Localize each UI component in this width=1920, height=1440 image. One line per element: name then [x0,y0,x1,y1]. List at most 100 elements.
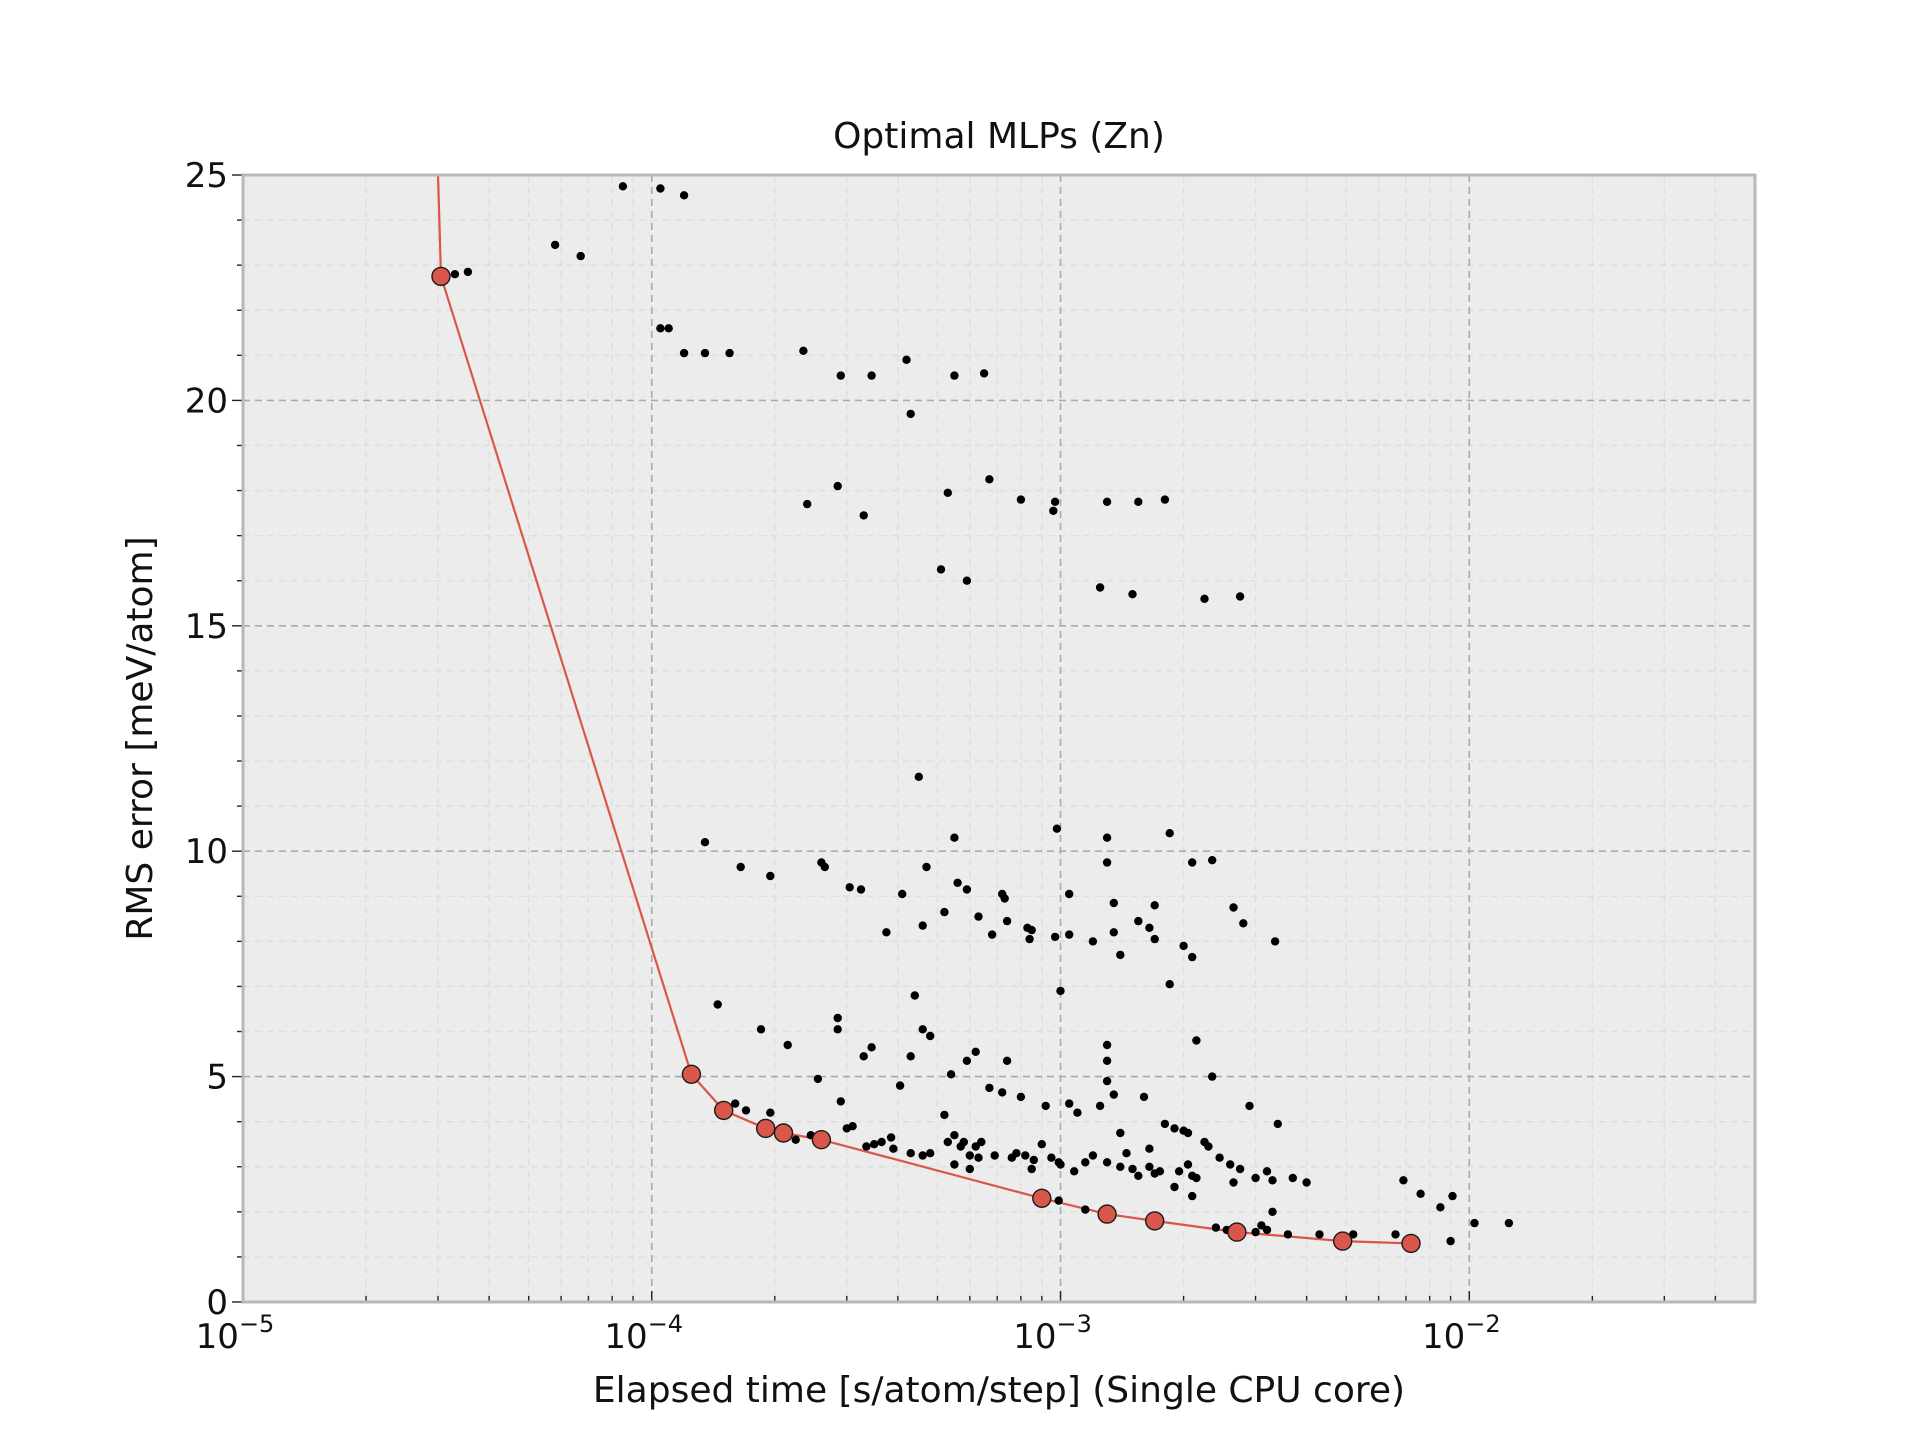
data-point [1155,1167,1165,1176]
data-point [1102,1158,1112,1167]
data-point [845,883,854,892]
data-point [1229,1178,1238,1187]
data-point [950,1160,959,1169]
data-point [1122,1149,1131,1158]
data-point [1174,1167,1184,1176]
data-point [1049,506,1058,515]
data-point [1262,1167,1272,1176]
data-point [1088,1151,1098,1160]
x-tick-labels: 10−5 10−4 10−3 10−2 [196,1310,1501,1357]
data-point [836,371,845,380]
data-point [1145,923,1154,932]
data-point [1081,1205,1090,1214]
data-point [870,1140,879,1149]
pareto-marker [756,1118,776,1139]
data-point [741,1106,751,1115]
data-point [1399,1176,1408,1185]
data-point [882,928,891,937]
y-tick-labels: 0 5 10 15 20 25 [185,156,228,1323]
data-point [836,1097,845,1106]
pareto-marker [1032,1188,1052,1209]
data-point [940,907,949,917]
data-point [1102,1040,1112,1050]
data-point [713,1000,722,1009]
data-point [936,565,946,574]
pareto-marker [1332,1231,1353,1251]
pareto-markers [431,266,1421,1254]
data-point [1095,1101,1105,1111]
data-point [450,270,460,279]
data-point [1251,1173,1260,1183]
data-point [895,1081,905,1090]
data-point [1128,590,1137,599]
data-point [1188,858,1197,867]
data-point [926,1149,935,1158]
data-point [833,481,842,491]
data-point [971,1047,980,1057]
data-point [1109,898,1119,908]
data-point [1183,1128,1193,1138]
data-point [1134,497,1143,506]
data-point [1002,1056,1012,1066]
data-point [756,1025,766,1034]
data-point [1245,1101,1254,1111]
data-point [618,182,628,191]
data-point [1027,925,1036,935]
data-point [1270,937,1280,946]
data-point [656,184,665,193]
data-point [550,240,560,250]
data-point [1016,495,1026,504]
data-point [1037,1140,1047,1149]
data-point [1192,1173,1201,1183]
y-tick-label: 15 [185,607,228,647]
data-point [1081,1158,1090,1167]
data-point [1052,824,1062,833]
pareto-marker [431,266,451,287]
data-point [922,862,931,872]
data-point [1239,919,1248,928]
data-point [962,576,972,585]
data-point [1165,980,1174,989]
plot-frame [241,173,1757,1304]
data-point [1065,1099,1074,1108]
data-point [700,348,710,358]
data-point [1065,930,1074,939]
data-point [1054,1196,1063,1205]
data-point [906,409,915,419]
data-point [1073,1108,1082,1117]
data-point [977,1137,986,1147]
data-point [877,1137,886,1147]
data-point [1070,1167,1079,1176]
data-point [859,511,868,520]
data-point [1160,495,1170,504]
pareto-marker [714,1100,734,1121]
data-point [862,1142,871,1151]
y-tick-label: 0 [206,1283,228,1323]
data-point [1268,1207,1277,1217]
data-point [985,1083,994,1093]
data-point [1208,1072,1217,1081]
data-point [859,1052,868,1061]
data-point [1150,934,1159,944]
data-point [731,1099,740,1108]
data-point [987,930,997,939]
data-point [1262,1225,1272,1235]
data-point [1170,1182,1179,1192]
data-point [1165,829,1174,838]
data-point [1102,833,1112,842]
x-axis-label: Elapsed time [s/atom/step] (Single CPU c… [593,1370,1405,1411]
data-point [1002,916,1012,926]
data-point [943,1137,952,1147]
data-point [985,475,994,484]
y-tick-label: 5 [206,1058,228,1098]
data-point [1027,1164,1036,1174]
data-point [1047,1153,1056,1162]
data-point [1025,934,1034,944]
data-point [1134,916,1143,926]
data-point [1128,1164,1137,1174]
data-point [1235,592,1245,601]
data-point [1268,1176,1277,1185]
y-tick-label: 10 [185,832,228,872]
data-point [867,371,876,380]
major-grid [243,175,1755,1302]
